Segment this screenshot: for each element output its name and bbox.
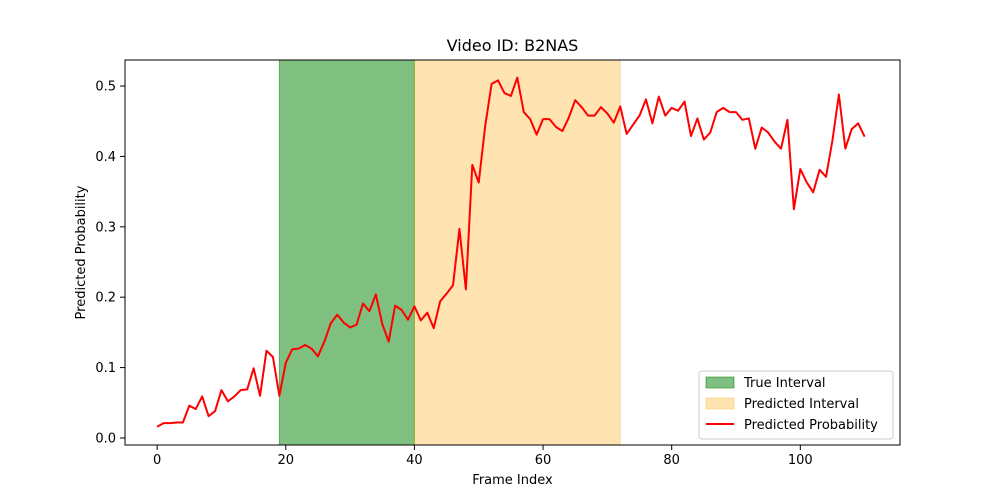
y-tick-label: 0.0 [95,431,116,446]
x-tick-label: 0 [153,453,161,468]
legend: True Interval Predicted Interval Predict… [698,370,894,440]
y-tick-label: 0.2 [95,291,116,306]
x-axis-label: Frame Index [472,473,553,488]
series-layer [156,76,866,428]
plot-frame [124,59,901,446]
legend-swatch-predicted-interval [705,397,735,410]
legend-label-predicted-probability: Predicted Probability [744,418,878,433]
chart-title: Video ID: B2NAS [447,36,579,55]
y-tick-label: 0.4 [95,150,116,165]
y-tick-label: 0.3 [95,220,116,235]
legend-box [698,370,894,440]
x-tick-label: 80 [663,453,680,468]
legend-label-true-interval: True Interval [743,376,826,391]
intervals-layer [278,59,621,446]
interval-band-predicted-interval [413,59,621,446]
x-tick-label: 20 [278,453,295,468]
legend-label-predicted-interval: Predicted Interval [744,397,859,412]
y-axis-label: Predicted Probability [74,185,89,319]
y-tick-label: 0.1 [95,361,116,376]
interval-band-true-interval [278,59,415,446]
x-tick-label: 40 [406,453,423,468]
x-axis: 0 20 40 60 80 100 [153,445,813,468]
x-tick-label: 100 [788,453,813,468]
y-tick-label: 0.5 [95,80,116,95]
legend-swatch-true-interval [705,376,735,389]
series-line-predicted-probability [156,76,866,428]
y-axis: 0.0 0.1 0.2 0.3 0.4 0.5 [95,80,125,446]
x-tick-label: 60 [535,453,552,468]
